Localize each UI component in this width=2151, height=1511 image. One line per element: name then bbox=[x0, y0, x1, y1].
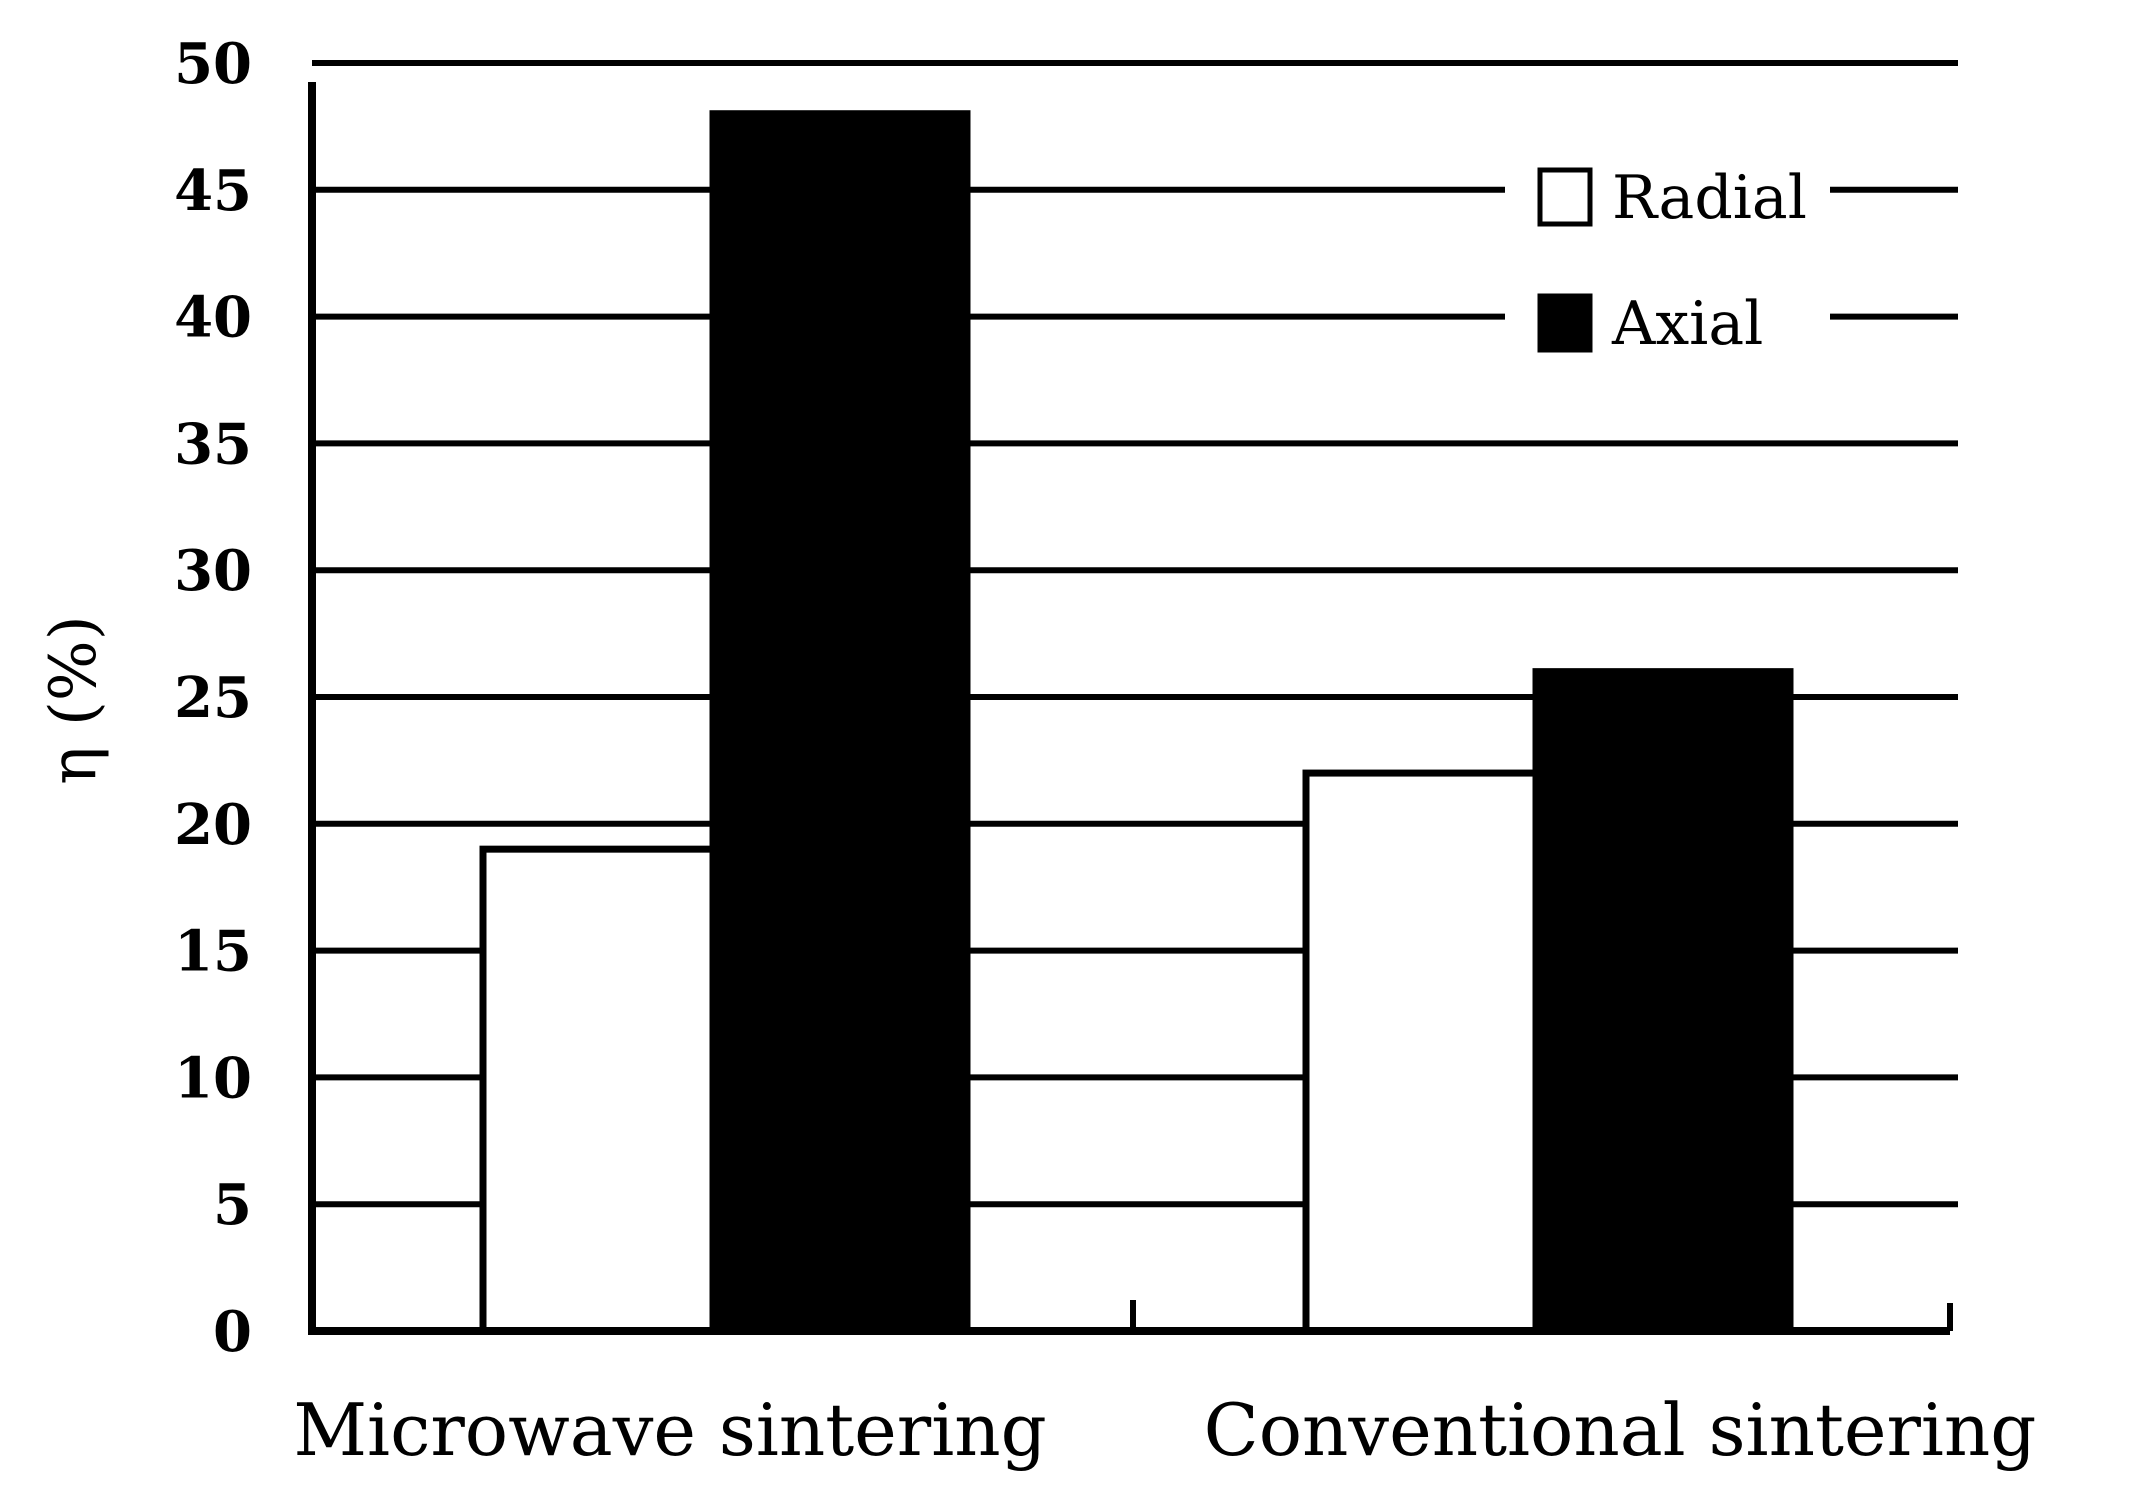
y-tick-label: 40 bbox=[174, 285, 252, 351]
legend-label: Axial bbox=[1611, 289, 1763, 359]
y-tick-labels: 0 5 10 15 20 25 30 35 40 45 50 bbox=[174, 31, 252, 1365]
y-tick-label: 45 bbox=[174, 158, 252, 224]
x-category-label: Microwave sintering bbox=[293, 1388, 1046, 1472]
x-category-labels: Microwave sintering Conventional sinterin… bbox=[293, 1388, 2036, 1472]
y-tick-label: 30 bbox=[174, 538, 252, 604]
y-tick-label: 10 bbox=[174, 1045, 252, 1111]
y-tick-label: 15 bbox=[174, 919, 252, 985]
axes bbox=[308, 82, 1953, 1335]
y-tick-label: 0 bbox=[213, 1299, 252, 1365]
bar-axial bbox=[709, 110, 971, 1335]
y-axis-label: η (%) bbox=[37, 615, 111, 784]
bar-radial bbox=[1302, 769, 1540, 1335]
legend-swatch-axial bbox=[1537, 293, 1593, 353]
x-category-label: Conventional sintering bbox=[1204, 1388, 2037, 1472]
bar-axial bbox=[1532, 668, 1794, 1335]
y-tick-label: 5 bbox=[213, 1172, 252, 1238]
y-tick-label: 20 bbox=[174, 792, 252, 858]
legend-swatch-radial bbox=[1537, 167, 1593, 227]
y-tick-label: 35 bbox=[174, 411, 252, 477]
legend-label: Radial bbox=[1612, 163, 1807, 233]
legend: Radial Axial bbox=[1505, 152, 1830, 368]
bar-radial bbox=[479, 845, 717, 1335]
y-tick-label: 50 bbox=[174, 31, 252, 97]
y-tick-label: 25 bbox=[174, 665, 252, 731]
